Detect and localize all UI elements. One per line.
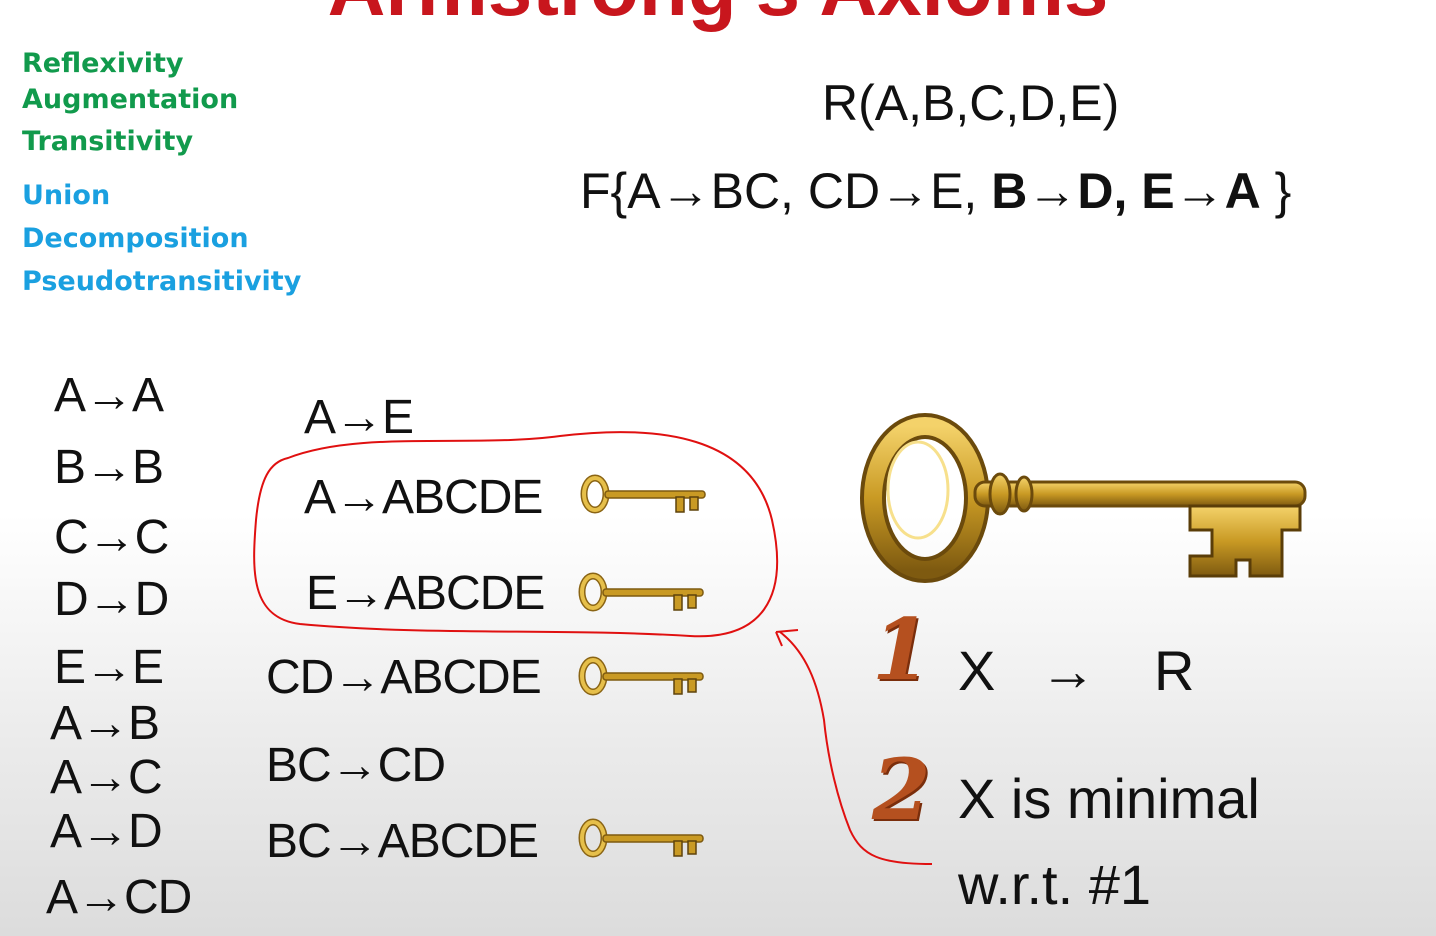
- criterion-one-x: X: [958, 639, 996, 702]
- fd-set: F{A→BC, CD→E, B→D, E→A }: [580, 162, 1291, 220]
- key-icon-bc-abcde: [582, 822, 703, 856]
- slide-title: Armstrong's Axioms: [0, 0, 1436, 34]
- dep-col1-6: A→B: [50, 697, 160, 750]
- big-key-icon: [860, 413, 1307, 583]
- dep-col1-9: A→CD: [46, 871, 192, 924]
- fd-1: A→BC,: [627, 163, 794, 219]
- axiom-union: Union: [22, 180, 111, 211]
- criterion-one-arrow: →: [1040, 639, 1096, 702]
- dep-col2-3: E→ABCDE: [306, 567, 545, 620]
- criterion-two-line1: X is minimal: [958, 767, 1260, 830]
- dep-col1-1: A→A: [54, 369, 164, 422]
- fd-open: F{: [580, 163, 628, 219]
- dep-col2-2: A→ABCDE: [304, 471, 543, 524]
- key-icon-a-abcde: [584, 478, 705, 512]
- dep-col1-4: D→D: [54, 573, 169, 626]
- criterion-two-number: 2: [872, 740, 931, 839]
- dep-col2-5: BC→CD: [266, 739, 446, 792]
- annotation-loop: [253, 431, 779, 638]
- dep-col1-2: B→B: [54, 441, 164, 494]
- dep-col1-3: C→C: [54, 511, 169, 564]
- axiom-pseudotransitivity: Pseudotransitivity: [22, 266, 302, 297]
- annotation-arrowhead: [775, 629, 799, 647]
- criterion-two-line2: w.r.t. #1: [958, 853, 1151, 916]
- dep-col1-5: E→E: [54, 641, 164, 694]
- dep-col2-4: CD→ABCDE: [266, 651, 542, 704]
- dep-col2-6: BC→ABCDE: [266, 815, 539, 868]
- axiom-decomposition: Decomposition: [22, 223, 249, 254]
- dep-col1-8: A→D: [50, 805, 163, 858]
- key-icon-e-abcde: [582, 576, 703, 610]
- fd-2: CD→E,: [807, 163, 978, 219]
- annotation-arrow: [779, 631, 933, 865]
- axiom-transitivity: Transitivity: [22, 126, 194, 157]
- criterion-one-r: R: [1154, 639, 1195, 702]
- fd-4: E→A: [1141, 163, 1261, 219]
- dep-col2-1: A→E: [304, 391, 414, 444]
- dep-col1-7: A→C: [50, 751, 163, 804]
- fd-3: B→D,: [991, 163, 1128, 219]
- criterion-one-number: 1: [872, 600, 931, 699]
- relation-schema: R(A,B,C,D,E): [822, 75, 1120, 131]
- axiom-augmentation: Augmentation: [22, 84, 239, 115]
- axiom-reflexivity: Reflexivity: [22, 48, 184, 79]
- key-icon-cd-abcde: [582, 660, 703, 694]
- fd-close: }: [1274, 163, 1292, 219]
